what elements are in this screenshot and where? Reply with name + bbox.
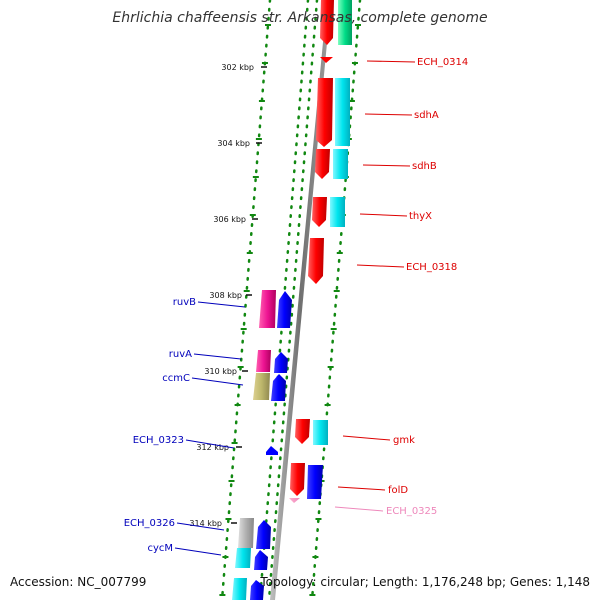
leader-line xyxy=(174,547,222,556)
cog-box[interactable] xyxy=(330,197,345,227)
cog-box[interactable] xyxy=(333,149,348,179)
cog-box[interactable] xyxy=(235,548,251,568)
forward-strand-features xyxy=(289,0,352,503)
leader-line xyxy=(342,435,391,441)
gene-label-ruvB[interactable]: ruvB xyxy=(173,297,196,308)
gene-arrow[interactable] xyxy=(256,520,271,549)
track-dotted-line xyxy=(267,0,319,600)
genome-backbone xyxy=(270,0,331,600)
gene-arrow[interactable] xyxy=(295,419,310,444)
gene-label-ECH_0323[interactable]: ECH_0323 xyxy=(133,435,184,446)
gene-arrow[interactable] xyxy=(289,498,300,503)
gene-arrow[interactable] xyxy=(320,0,334,45)
accession-label: Accession: NC_007799 xyxy=(10,575,147,589)
leader-line xyxy=(334,506,384,512)
kbp-label-308: 308 kbp xyxy=(209,291,242,300)
gene-label-ECH_0318[interactable]: ECH_0318 xyxy=(406,262,457,273)
leader-line xyxy=(337,486,386,491)
leader-line xyxy=(364,113,413,116)
cog-box[interactable] xyxy=(259,290,276,328)
kbp-label-312: 312 kbp xyxy=(196,443,229,452)
kbp-label-310: 310 kbp xyxy=(204,367,237,376)
gene-labels: ECH_0314 sdhA sdhB thyX ECH_0318 ruvB ru… xyxy=(124,57,468,556)
gene-arrow[interactable] xyxy=(312,197,327,227)
leader-line xyxy=(191,377,244,386)
cog-box[interactable] xyxy=(256,350,271,372)
gene-arrow[interactable] xyxy=(254,550,268,570)
leader-line xyxy=(193,353,242,360)
gene-arrow[interactable] xyxy=(266,446,278,455)
gene-arrow[interactable] xyxy=(250,580,264,600)
gene-arrow[interactable] xyxy=(290,463,305,496)
kbp-label-314: 314 kbp xyxy=(189,519,222,528)
kbp-label-304: 304 kbp xyxy=(217,139,250,148)
leader-line xyxy=(185,439,235,449)
gene-label-thyX[interactable]: thyX xyxy=(409,211,432,222)
gene-arrow[interactable] xyxy=(274,352,288,373)
gene-arrow[interactable] xyxy=(277,291,292,328)
cog-box[interactable] xyxy=(307,465,323,499)
reverse-strand-features xyxy=(232,290,292,600)
gene-label-sdhB[interactable]: sdhB xyxy=(412,161,437,172)
genome-title: Ehrlichia chaffeensis str. Arkansas, com… xyxy=(112,10,488,26)
leader-line xyxy=(197,301,246,308)
gene-label-ruvA[interactable]: ruvA xyxy=(169,349,192,360)
cog-box[interactable] xyxy=(335,78,350,146)
kbp-label-306: 306 kbp xyxy=(213,215,246,224)
track-dotted-line xyxy=(258,0,310,600)
leader-line xyxy=(356,264,405,268)
leader-line xyxy=(359,213,408,217)
gene-label-gmk[interactable]: gmk xyxy=(393,435,415,446)
gene-label-ECH_0314[interactable]: ECH_0314 xyxy=(417,57,468,68)
gene-arrow[interactable] xyxy=(320,57,333,63)
gene-label-cycM[interactable]: cycM xyxy=(147,543,173,554)
gene-arrow[interactable] xyxy=(316,78,333,147)
kbp-scale: 302 kbp 304 kbp 306 kbp 308 kbp 310 kbp … xyxy=(189,63,267,528)
cog-box[interactable] xyxy=(232,578,247,600)
kbp-label-302: 302 kbp xyxy=(221,63,254,72)
cog-box[interactable] xyxy=(253,373,270,400)
leader-line xyxy=(176,522,225,531)
gene-label-folD[interactable]: folD xyxy=(388,485,408,496)
gene-arrow[interactable] xyxy=(308,238,324,284)
cog-box[interactable] xyxy=(238,518,254,548)
gene-arrow[interactable] xyxy=(315,149,330,179)
gene-arrow[interactable] xyxy=(271,374,286,401)
genome-summary: Topology: circular; Length: 1,176,248 bp… xyxy=(260,575,590,589)
gene-label-ECH_0325[interactable]: ECH_0325 xyxy=(386,506,437,517)
cog-box[interactable] xyxy=(313,420,328,445)
cog-box[interactable] xyxy=(338,0,352,45)
gene-label-ccmC[interactable]: ccmC xyxy=(162,373,190,384)
leader-line xyxy=(366,60,416,63)
leader-line xyxy=(362,164,411,167)
gene-label-ECH_0326[interactable]: ECH_0326 xyxy=(124,518,175,529)
gene-label-sdhA[interactable]: sdhA xyxy=(414,110,439,121)
